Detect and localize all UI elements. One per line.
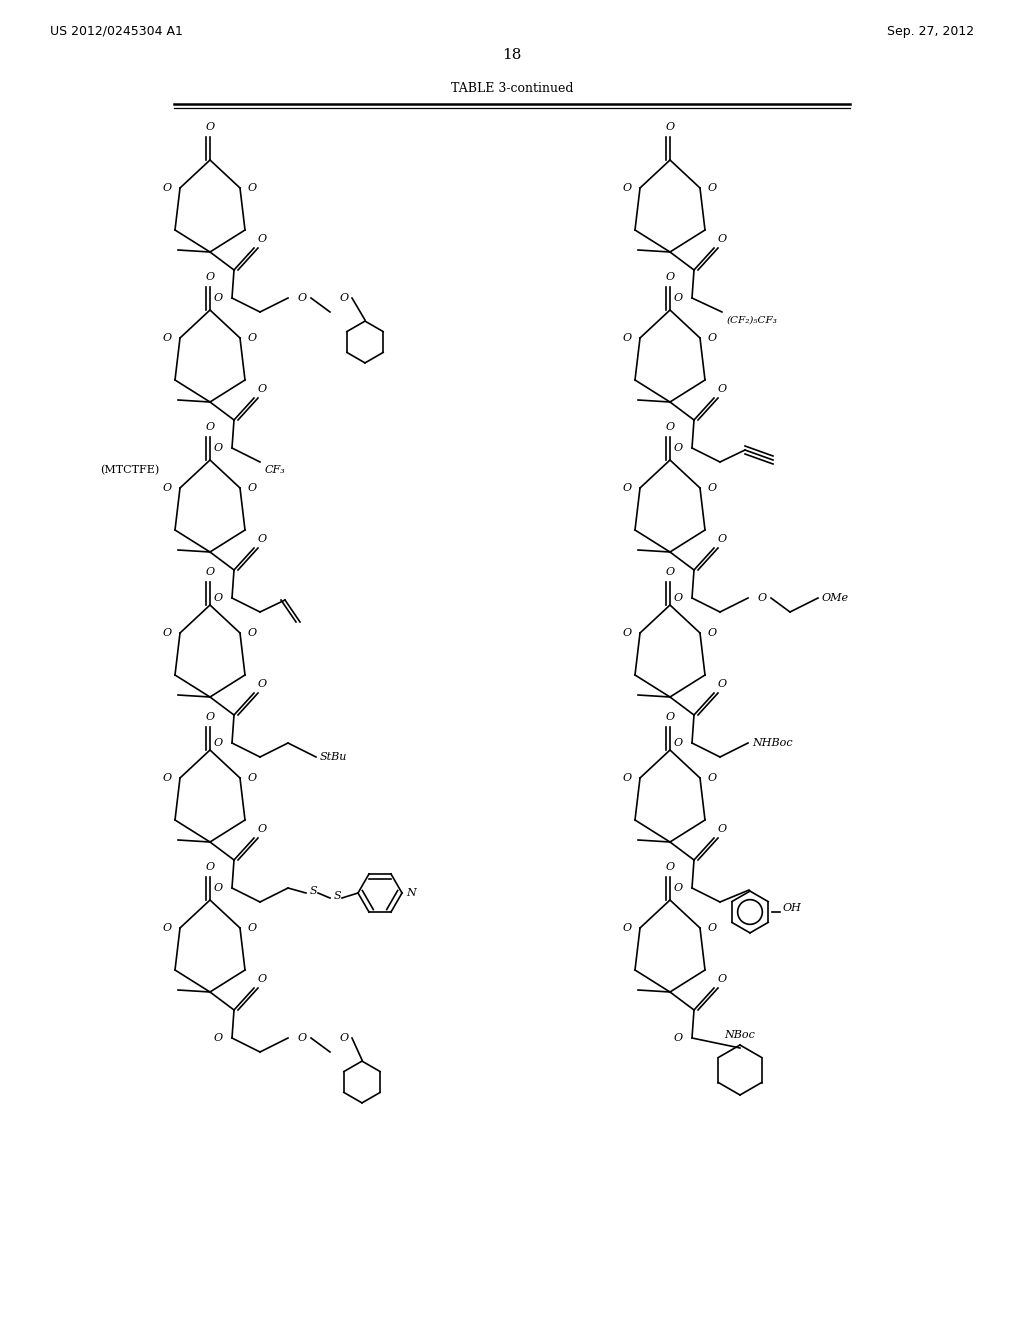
Text: O: O [708, 483, 717, 492]
Text: O: O [163, 628, 172, 638]
Text: NHBoc: NHBoc [752, 738, 793, 748]
Text: O: O [248, 628, 257, 638]
Text: O: O [718, 678, 727, 689]
Text: O: O [214, 293, 223, 304]
Text: O: O [248, 333, 257, 343]
Text: OH: OH [783, 903, 802, 913]
Text: O: O [623, 628, 632, 638]
Text: O: O [718, 974, 727, 983]
Text: TABLE 3-continued: TABLE 3-continued [451, 82, 573, 95]
Text: O: O [206, 422, 215, 432]
Text: O: O [163, 333, 172, 343]
Text: O: O [339, 1034, 348, 1043]
Text: O: O [708, 628, 717, 638]
Text: O: O [258, 535, 267, 544]
Text: O: O [206, 568, 215, 577]
Text: O: O [674, 593, 683, 603]
Text: O: O [666, 862, 675, 873]
Text: O: O [674, 1034, 683, 1043]
Text: O: O [163, 923, 172, 933]
Text: O: O [214, 593, 223, 603]
Text: O: O [214, 738, 223, 748]
Text: O: O [674, 293, 683, 304]
Text: CF₃: CF₃ [265, 465, 286, 475]
Text: O: O [163, 483, 172, 492]
Text: O: O [708, 333, 717, 343]
Text: O: O [708, 774, 717, 783]
Text: O: O [248, 774, 257, 783]
Text: O: O [674, 738, 683, 748]
Text: S: S [334, 891, 342, 902]
Text: O: O [214, 883, 223, 894]
Text: O: O [674, 883, 683, 894]
Text: O: O [666, 121, 675, 132]
Text: O: O [248, 183, 257, 193]
Text: O: O [718, 535, 727, 544]
Text: O: O [258, 234, 267, 244]
Text: O: O [718, 384, 727, 393]
Text: 18: 18 [503, 48, 521, 62]
Text: O: O [623, 774, 632, 783]
Text: O: O [214, 444, 223, 453]
Text: O: O [163, 774, 172, 783]
Text: O: O [623, 333, 632, 343]
Text: O: O [206, 121, 215, 132]
Text: O: O [258, 384, 267, 393]
Text: O: O [708, 183, 717, 193]
Text: O: O [214, 1034, 223, 1043]
Text: (MTCTFE): (MTCTFE) [100, 465, 160, 475]
Text: O: O [623, 923, 632, 933]
Text: OMe: OMe [822, 593, 849, 603]
Text: O: O [297, 1034, 306, 1043]
Text: O: O [758, 593, 767, 603]
Text: (CF₂)₅CF₃: (CF₂)₅CF₃ [727, 315, 778, 325]
Text: O: O [248, 483, 257, 492]
Text: Sep. 27, 2012: Sep. 27, 2012 [887, 25, 974, 38]
Text: O: O [258, 678, 267, 689]
Text: S: S [310, 886, 317, 896]
Text: O: O [206, 862, 215, 873]
Text: O: O [297, 293, 306, 304]
Text: O: O [718, 234, 727, 244]
Text: O: O [708, 923, 717, 933]
Text: O: O [666, 711, 675, 722]
Text: O: O [623, 483, 632, 492]
Text: O: O [666, 568, 675, 577]
Text: NBoc: NBoc [725, 1030, 756, 1040]
Text: O: O [163, 183, 172, 193]
Text: O: O [718, 824, 727, 834]
Text: O: O [206, 711, 215, 722]
Text: O: O [339, 293, 348, 304]
Text: O: O [248, 923, 257, 933]
Text: O: O [258, 824, 267, 834]
Text: O: O [206, 272, 215, 282]
Text: US 2012/0245304 A1: US 2012/0245304 A1 [50, 25, 183, 38]
Text: O: O [666, 272, 675, 282]
Text: StBu: StBu [319, 752, 347, 762]
Text: O: O [674, 444, 683, 453]
Text: O: O [623, 183, 632, 193]
Text: N: N [406, 888, 416, 898]
Text: O: O [258, 974, 267, 983]
Text: O: O [666, 422, 675, 432]
